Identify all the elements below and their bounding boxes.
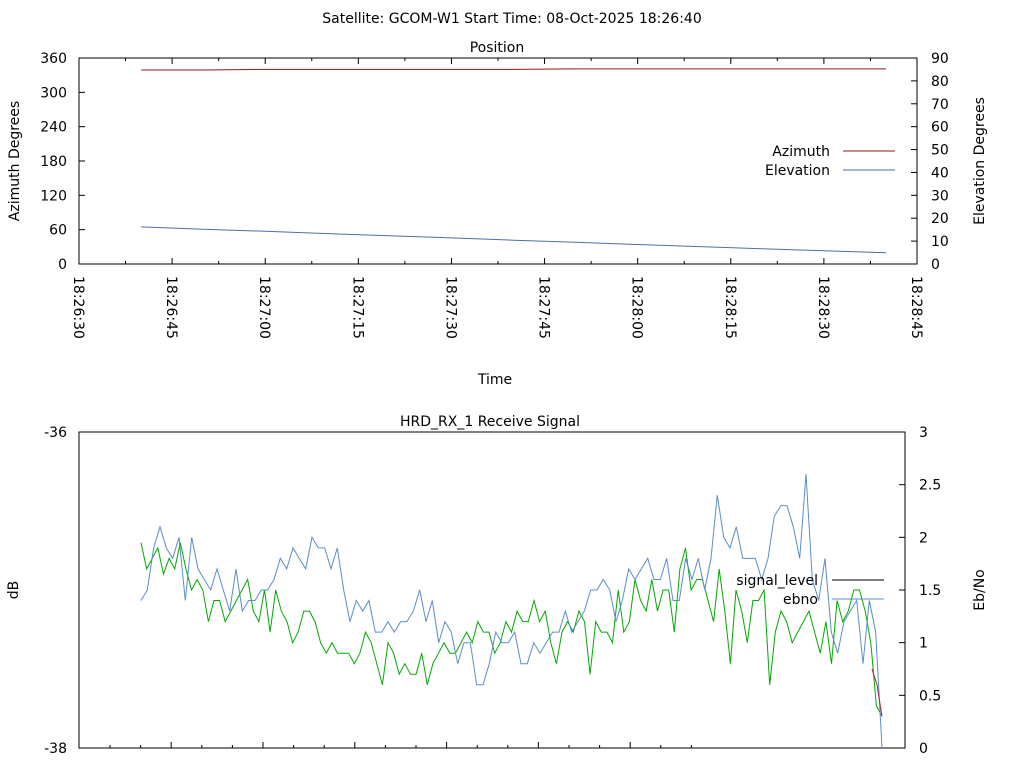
figure-title: Satellite: GCOM-W1 Start Time: 08-Oct-20… [322,11,701,27]
x-tick-label: 18:28:30 [815,276,831,339]
position-y-axis-label: Azimuth Degrees [7,101,23,221]
y-tick-label: 120 [40,188,67,204]
y2-tick-label: 70 [931,97,949,113]
series-line-ebno [140,474,883,749]
x-tick-label: 18:26:45 [163,276,179,339]
x-tick-label: 18:27:00 [256,276,272,339]
y2-tick-label: 0 [919,741,928,757]
receive-y-axis-label: dB [6,581,22,600]
x-tick-label: 18:27:30 [442,276,458,339]
y2-tick-label: 80 [931,74,949,90]
y2-tick-label: 0 [931,257,940,273]
receive-y2-axis-label: Eb/No [972,569,988,611]
position-y2-ticks: 0 10 20 30 40 50 60 70 80 90 [911,51,949,273]
series-line-signal-level-end [871,668,883,717]
y2-tick-label: 90 [931,51,949,67]
x-tick-label: 18:26:30 [70,276,86,339]
y2-tick-label: 50 [931,143,949,159]
y2-tick-label: 1.5 [919,583,941,599]
y-tick-label: 300 [40,85,67,101]
y-tick-label: 360 [40,51,67,67]
legend-label-signal-level: signal_level [736,573,818,589]
y2-tick-label: 2 [919,530,928,546]
receive-chart-title: HRD_RX_1 Receive Signal [400,414,580,430]
position-chart-title: Position [470,40,525,56]
y2-tick-label: 20 [931,211,949,227]
y2-tick-label: 1 [919,636,928,652]
position-y2-axis-label: Elevation Degrees [972,97,988,225]
series-line-elevation [141,226,887,254]
y2-tick-label: 10 [931,234,949,250]
x-tick-label: 18:27:45 [536,276,552,339]
position-x-ticks: 18:26:30 18:26:45 18:27:00 18:27:15 18:27:30… [70,58,924,339]
y-tick-label: 60 [49,223,67,239]
y-tick-label: -38 [44,741,67,757]
series-line-azimuth [141,68,886,71]
y2-tick-label: 0.5 [919,688,941,704]
legend-label-ebno: ebno [783,592,818,608]
x-tick-label: 18:27:15 [349,276,365,339]
y2-tick-label: 3 [919,425,928,441]
receive-signal-chart: HRD_RX_1 Receive Signal -38 -36 0 0.5 1 1.5 2… [6,414,988,757]
position-plot-area [78,57,918,265]
y2-tick-label: 40 [931,165,949,181]
position-series [141,68,887,254]
y2-tick-label: 2.5 [919,478,941,494]
x-tick-label: 18:28:15 [722,276,738,339]
series-line-ebno-green [140,542,883,717]
receive-x-ticks [109,742,692,748]
receive-y-ticks: -38 -36 [44,425,67,757]
y2-tick-label: 30 [931,188,949,204]
legend-label-elevation: Elevation [765,163,830,179]
receive-legend: signal_level ebno [736,573,884,608]
x-tick-label: 18:28:45 [908,276,924,339]
receive-y2-ticks: 0 0.5 1 1.5 2 2.5 3 [899,425,941,757]
y2-tick-label: 60 [931,120,949,136]
position-y-ticks: 0 60 120 180 240 300 360 [40,51,85,273]
position-x-axis-label: Time [477,372,512,388]
y-tick-label: -36 [44,425,67,441]
y-tick-label: 240 [40,120,67,136]
x-tick-label: 18:28:00 [629,276,645,339]
receive-series [140,474,883,749]
position-chart: Position 0 60 120 180 240 300 360 0 10 20 30 40 50 6… [7,40,988,388]
position-legend: Azimuth Elevation [765,144,895,179]
y-tick-label: 0 [58,257,67,273]
y-tick-label: 180 [40,154,67,170]
legend-label-azimuth: Azimuth [772,144,830,160]
